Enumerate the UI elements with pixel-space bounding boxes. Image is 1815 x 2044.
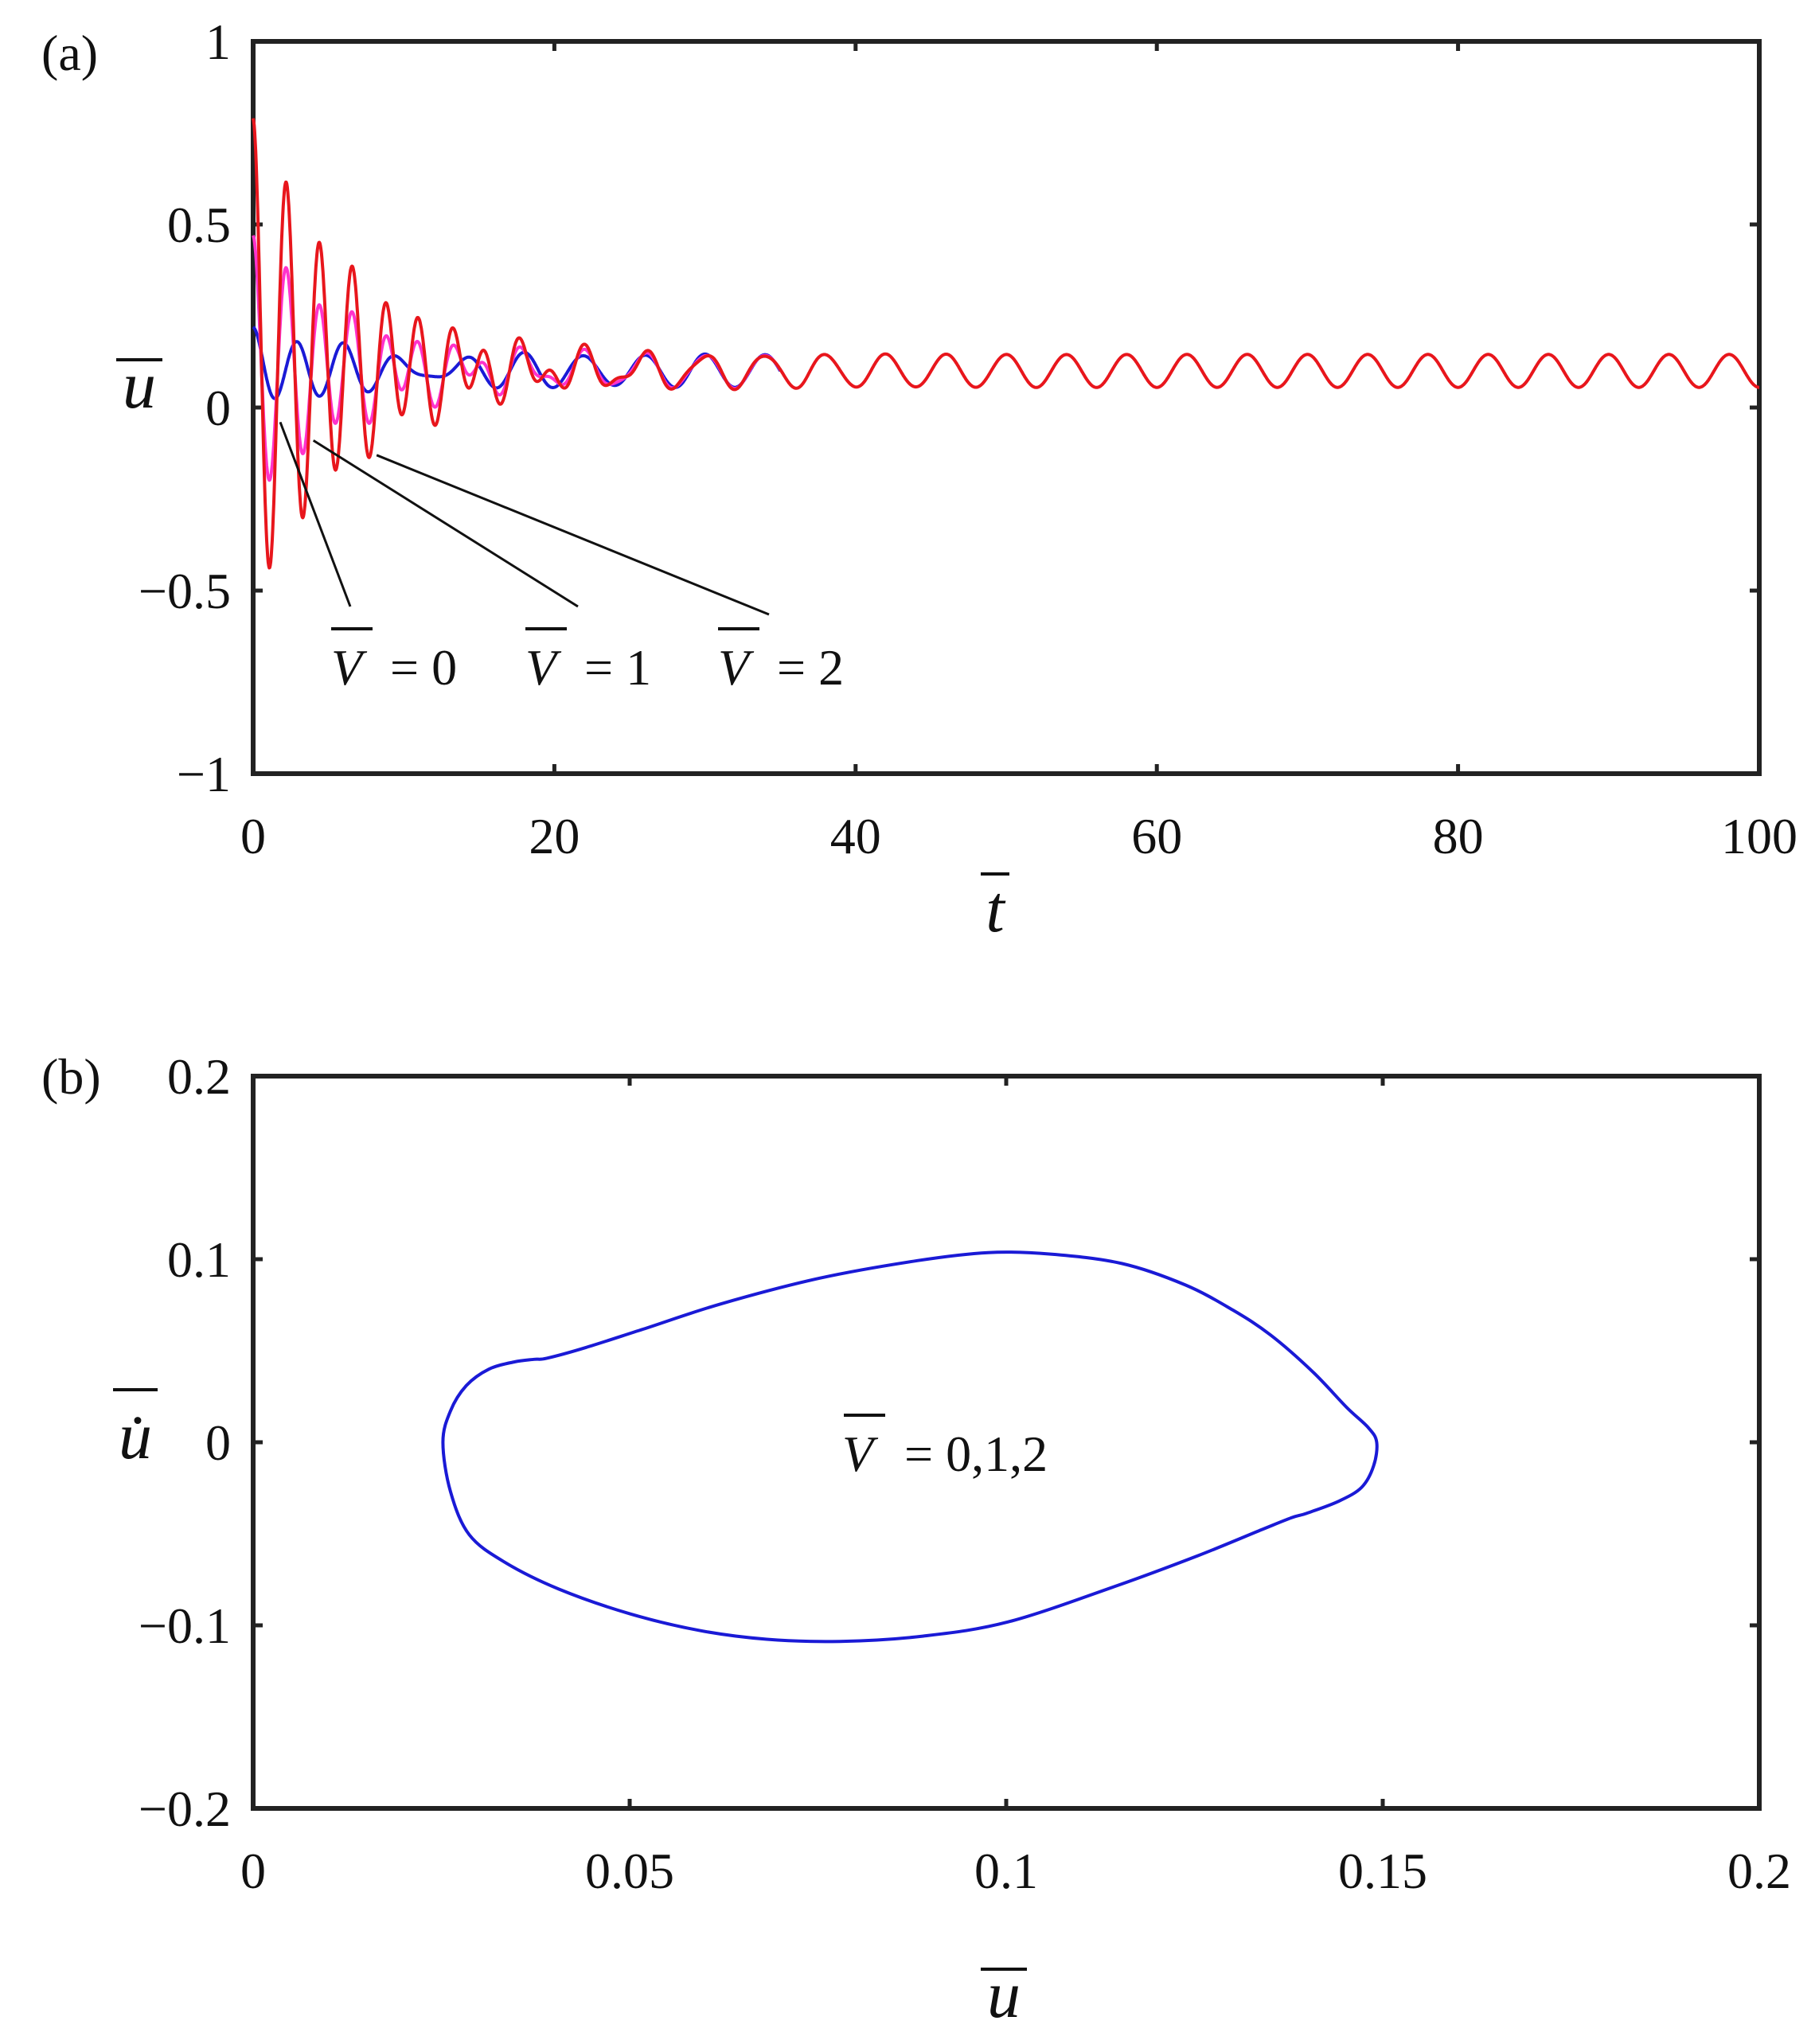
panel-b-y-tick-label: 0.1 <box>167 1231 231 1288</box>
panel-a-x-tick-label: 60 <box>1131 808 1182 864</box>
panel-a-x-ticks <box>251 41 1762 774</box>
panel-b-x-tick-label: 0.2 <box>1727 1843 1791 1899</box>
panel-a-y-tick-labels: −1 −0.5 0 0.5 1 <box>139 14 231 802</box>
panel-a-annotation-leaders <box>279 421 770 616</box>
panel-a-y-tick-label: −1 <box>177 746 231 802</box>
annotation-leader-v1 <box>312 439 579 608</box>
panel-a-x-axis-label: t <box>981 872 1009 946</box>
panel-a-label: (a) <box>41 25 98 81</box>
annotation-v1-var: V <box>525 639 562 696</box>
panel-a-y-tick-label: −0.5 <box>139 563 231 619</box>
panel-a-series <box>252 118 1761 570</box>
panel-a: (a) 0 20 40 60 80 100 −1 −0.5 0 0.5 1 t … <box>41 14 1797 946</box>
annotation-v0-value: = 0 <box>390 639 457 696</box>
panel-b-x-tick-label: 0 <box>240 1843 266 1899</box>
panel-b-y-tick-label: 0.2 <box>167 1048 231 1105</box>
annotation-leader-v0 <box>279 421 352 607</box>
panel-a-y-tick-label: 1 <box>205 14 231 70</box>
series-line-phase-portrait <box>441 1250 1379 1644</box>
panel-b-x-axis-title: u <box>987 1958 1021 2032</box>
annotation-v2-var: V <box>718 639 755 696</box>
panel-a-y-axis-title: u <box>123 349 156 423</box>
series-line-v2 <box>252 118 1761 570</box>
panel-b-x-tick-label: 0.1 <box>974 1843 1038 1899</box>
panel-b-y-tick-label: −0.1 <box>139 1597 231 1654</box>
panel-b-x-tick-label: 0.15 <box>1338 1843 1427 1899</box>
panel-b-label: (b) <box>41 1048 101 1105</box>
annotation-v2: V = 2 <box>718 627 844 696</box>
panel-a-plot-frame <box>251 39 1762 776</box>
panel-b-x-axis-label: u <box>981 1958 1027 2032</box>
panel-b-x-tick-label: 0.05 <box>585 1843 674 1899</box>
annotation-v012-value: = 0,1,2 <box>904 1426 1048 1482</box>
annotation-v0-var: V <box>331 639 368 696</box>
panel-b-x-tick-labels: 0 0.05 0.1 0.15 0.2 <box>240 1843 1791 1899</box>
annotation-v012-var: V <box>842 1426 879 1482</box>
annotation-leader-v2 <box>376 454 770 616</box>
annotation-v1-value: = 1 <box>584 639 651 696</box>
annotation-v012: V = 0,1,2 <box>842 1414 1048 1482</box>
panel-a-x-axis-title: t <box>986 872 1006 946</box>
panel-a-y-tick-label: 0 <box>205 380 231 436</box>
panel-b: (b) 0 0.05 0.1 0.15 0.2 −0.2 −0.1 0 0.1 … <box>41 1048 1791 2032</box>
panel-a-x-tick-label: 20 <box>529 808 580 864</box>
annotation-v0: V = 0 <box>331 627 457 696</box>
annotation-v1: V = 1 <box>525 627 651 696</box>
panel-a-x-tick-label: 40 <box>830 808 881 864</box>
annotation-v2-value: = 2 <box>777 639 844 696</box>
panel-b-y-tick-labels: −0.2 −0.1 0 0.1 0.2 <box>139 1048 231 1837</box>
panel-a-x-tick-label: 0 <box>240 808 266 864</box>
panel-a-y-ticks <box>253 39 1759 776</box>
panel-b-y-axis-title: u̇ <box>119 1399 152 1473</box>
panel-a-x-tick-label: 80 <box>1433 808 1484 864</box>
panel-b-y-axis-label: u̇ <box>113 1388 158 1473</box>
panel-a-x-tick-labels: 0 20 40 60 80 100 <box>240 808 1797 864</box>
panel-a-y-axis-label: u <box>116 349 162 423</box>
panel-b-y-ticks <box>253 1074 1759 1811</box>
panel-a-x-tick-label: 100 <box>1721 808 1797 864</box>
panel-b-y-tick-label: 0 <box>205 1414 231 1471</box>
panel-b-y-tick-label: −0.2 <box>139 1781 231 1837</box>
panel-a-y-tick-label: 0.5 <box>167 197 231 253</box>
